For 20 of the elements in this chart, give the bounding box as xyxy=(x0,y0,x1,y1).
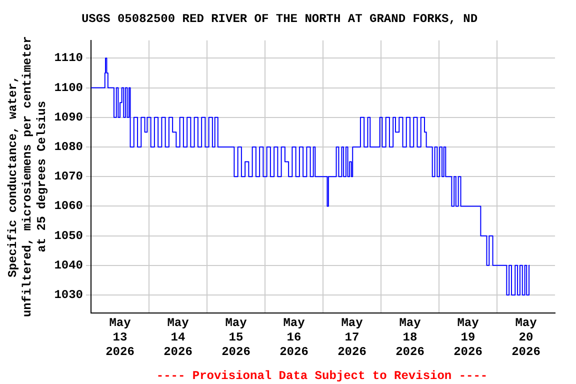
y-tick-label: 1030 xyxy=(54,288,84,302)
x-tick-label: May 20 2026 xyxy=(512,316,540,359)
y-tick-label: 1050 xyxy=(54,228,84,243)
y-tick-label: 1080 xyxy=(54,140,84,154)
x-tick-label: May 16 2026 xyxy=(280,316,308,359)
y-axis-title: Specific conductance, water, unfiltered, microsiemens per centimeter at 25 degrees Celsius xyxy=(6,36,50,318)
y-tick-label: 1100 xyxy=(54,80,84,95)
y-tick-label: 1110 xyxy=(54,51,84,66)
y-tick-label: 1090 xyxy=(54,110,84,124)
y-tick-label: 1060 xyxy=(54,199,84,214)
chart-title: USGS 05082500 RED RIVER OF THE NORTH AT GRAND FORKS, ND xyxy=(81,12,478,26)
x-tick-label: May 14 2026 xyxy=(164,316,192,359)
y-tick-label: 1040 xyxy=(54,258,84,272)
y-tick-label: 1070 xyxy=(54,170,84,184)
text: ---- Provisional Data Subject to Revision ---- xyxy=(156,369,488,383)
x-tick-label: May 17 2026 xyxy=(338,316,366,359)
x-tick-label: May 15 2026 xyxy=(222,316,250,359)
x-tick-label: May 13 2026 xyxy=(106,316,134,359)
x-tick-label: May 18 2026 xyxy=(396,316,424,359)
x-tick-label: May 19 2026 xyxy=(454,316,482,359)
